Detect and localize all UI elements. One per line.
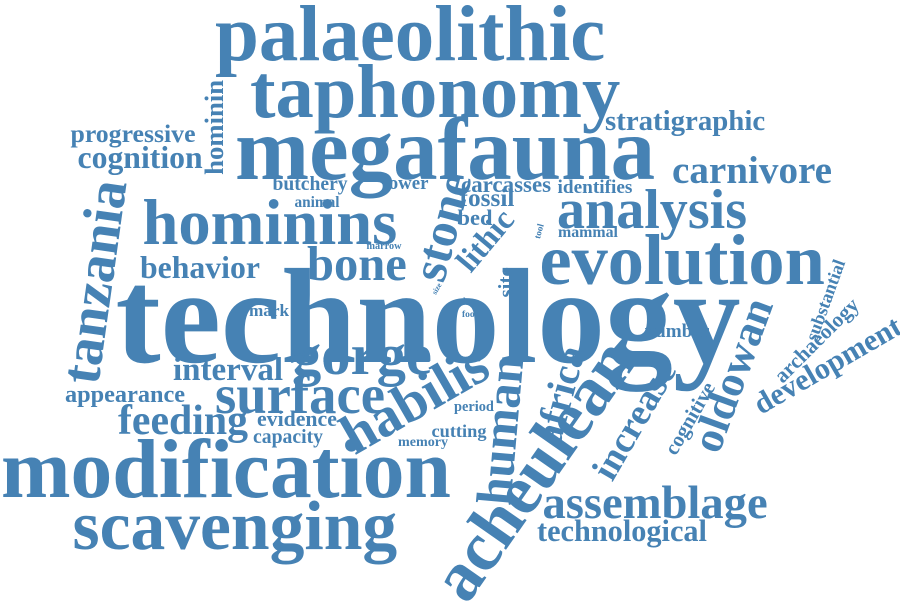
word-megafauna: megafauna (235, 100, 656, 199)
word-interval: interval (173, 351, 284, 388)
word-period: period (454, 399, 494, 415)
word-hominins: hominins (142, 185, 398, 258)
word-identifies: identifies (557, 176, 633, 198)
word-stratigraphic: stratigraphic (605, 104, 766, 137)
word-number: number (644, 320, 710, 342)
word-taphonomy: taphonomy (250, 48, 621, 134)
word-mark: mark (249, 300, 290, 320)
word-analysis: analysis (557, 179, 748, 241)
word-butchery: butchery (272, 174, 348, 195)
word-marrow: marrow (366, 241, 402, 252)
word-mammal: mammal (558, 224, 618, 241)
word-feeding: feeding (118, 398, 249, 444)
word-surface: surface (215, 363, 385, 425)
word-technology: technology (115, 242, 741, 392)
word-gorge: gorge (292, 321, 432, 387)
word-hominin: hominin (198, 79, 229, 175)
word-palaeolithic: palaeolithic (215, 0, 606, 78)
word-bed: bed (457, 205, 493, 230)
word-evolution: evolution (539, 220, 825, 300)
word-assemblage: assemblage (542, 476, 768, 529)
word-technological: technological (537, 514, 707, 548)
word-scavenging: scavenging (72, 488, 398, 565)
word-site: site (493, 266, 518, 297)
word-carcasses: carcasses (461, 171, 552, 197)
word-cutting: cutting (431, 421, 487, 441)
word-behavior: behavior (140, 250, 260, 285)
word-cognition: cognition (77, 140, 203, 175)
word-evidence: evidence (257, 407, 337, 431)
word-food: food (462, 310, 480, 320)
word-lcts: lcts (463, 296, 478, 307)
word-lower: lower (383, 172, 429, 194)
word-modification: modification (1, 423, 451, 516)
word-bone: bone (307, 237, 407, 291)
word-capacity: capacity (253, 426, 324, 448)
word-carnivore: carnivore (672, 148, 833, 192)
word-fossil: fossil (459, 183, 515, 212)
word-appearance: appearance (65, 381, 186, 408)
word-animal: animal (294, 193, 340, 211)
word-progressive: progressive (70, 119, 196, 148)
word-memory: memory (398, 434, 449, 450)
